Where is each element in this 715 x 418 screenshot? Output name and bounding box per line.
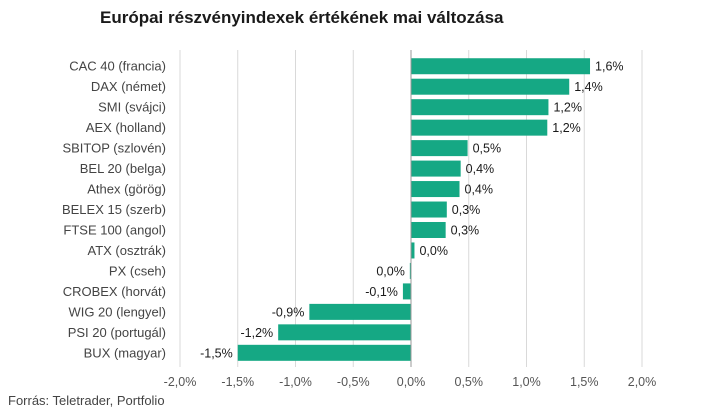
value-labels: 1,6%1,4%1,2%1,2%0,5%0,4%0,4%0,3%0,3%0,0%… [200,60,623,361]
bar [411,160,461,177]
category-label: ATX (osztrák) [88,243,167,258]
category-label: PX (cseh) [109,263,166,278]
bar [411,99,549,116]
category-labels: CAC 40 (francia) DAX (német) SMI (svájci) A… [62,59,166,361]
x-tick-labels: -2,0% -1,5% -1,0% -0,5% 0,0% 0,5% 1,0% 1,5% 2,0% [164,375,657,389]
value-label: -0,9% [272,305,305,319]
chart-title: Európai részvényindexek értékének mai vá… [100,8,504,27]
value-label: 1,2% [553,101,582,115]
value-label: 0,4% [466,162,495,176]
value-label: 1,6% [595,60,624,74]
category-label: SBITOP (szlovén) [62,141,166,156]
category-label: FTSE 100 (angol) [63,222,166,237]
bar [411,181,460,198]
category-label: PSI 20 (portugál) [68,325,166,340]
x-tick-label: 0,0% [397,375,426,389]
bar [402,283,411,300]
x-tick-label: 1,0% [512,375,541,389]
category-label: CAC 40 (francia) [69,59,166,74]
bar [411,201,447,218]
value-label: 0,3% [452,203,481,217]
category-label: BUX (magyar) [84,345,166,360]
bar [411,58,591,75]
bar [411,242,415,259]
x-tick-label: 2,0% [628,375,657,389]
category-label: AEX (holland) [86,120,166,135]
value-label: -1,2% [241,326,274,340]
bar [309,303,411,320]
x-tick-label: -1,5% [221,375,254,389]
category-label: Athex (görög) [87,182,166,197]
value-label: 0,0% [376,264,405,278]
bar [411,140,468,157]
value-label: 1,4% [574,80,603,94]
value-label: -1,5% [200,346,233,360]
category-label: DAX (német) [91,79,166,94]
value-label: 0,3% [451,223,480,237]
value-label: 0,4% [465,183,494,197]
bar [411,119,548,136]
value-label: 0,0% [419,244,448,258]
value-label: -0,1% [365,285,398,299]
category-label: SMI (svájci) [98,100,166,115]
value-label: 0,5% [473,142,502,156]
bar [237,344,411,361]
category-label: BELEX 15 (szerb) [62,202,166,217]
category-label: WIG 20 (lengyel) [68,304,166,319]
bar [411,221,446,238]
category-label: CROBEX (horvát) [63,284,166,299]
category-label: BEL 20 (belga) [80,161,166,176]
x-tick-label: -2,0% [164,375,197,389]
x-tick-label: 0,5% [455,375,484,389]
bars [237,58,591,361]
bar [411,78,570,95]
value-label: 1,2% [552,121,581,135]
x-tick-label: -1,0% [279,375,312,389]
x-tick-label: -0,5% [337,375,370,389]
source-note: Forrás: Teletrader, Portfolio [8,393,165,408]
x-tick-label: 1,5% [570,375,599,389]
bar [278,324,411,341]
